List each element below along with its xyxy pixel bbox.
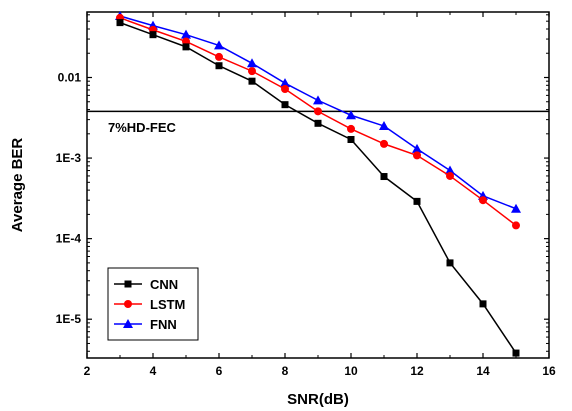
- x-tick-label: 4: [150, 364, 157, 378]
- data-point-cnn: [182, 43, 190, 51]
- x-tick-label: 8: [282, 364, 289, 378]
- data-point-lstm: [413, 151, 421, 160]
- x-tick-label: 16: [542, 364, 556, 378]
- data-point-fnn: [511, 203, 521, 213]
- y-tick-label: 1E-4: [56, 232, 82, 246]
- data-point-fnn: [181, 29, 191, 39]
- data-point-cnn: [413, 197, 421, 205]
- data-point-cnn: [347, 135, 355, 143]
- data-point-lstm: [446, 171, 454, 180]
- data-point-cnn: [479, 300, 487, 308]
- data-point-fnn: [379, 121, 389, 131]
- data-point-fnn: [346, 110, 356, 120]
- data-point-lstm: [347, 124, 355, 133]
- data-point-lstm: [248, 67, 256, 76]
- threshold-label: 7%HD-FEC: [108, 120, 177, 135]
- ticks-layer: 2 4 6 8 10 12 14 16 1E-5 1E-4 1E-3 0.01: [56, 12, 556, 378]
- data-point-fnn: [313, 95, 323, 105]
- x-tick-label: 12: [410, 364, 424, 378]
- legend-label-cnn: CNN: [150, 277, 178, 292]
- legend: CNN LSTM FNN: [107, 267, 199, 341]
- data-point-lstm: [512, 221, 520, 230]
- data-point-lstm: [281, 84, 289, 93]
- data-point-cnn: [314, 119, 322, 127]
- series-layer: [115, 10, 521, 357]
- data-point-cnn: [149, 31, 157, 39]
- y-tick-label: 0.01: [58, 70, 82, 84]
- series-lstm: [116, 13, 520, 230]
- data-point-lstm: [314, 107, 322, 116]
- data-point-cnn: [446, 259, 454, 267]
- data-point-lstm: [380, 139, 388, 148]
- data-point-fnn: [280, 78, 290, 88]
- data-point-fnn: [214, 40, 224, 50]
- legend-label-lstm: LSTM: [150, 297, 185, 312]
- legend-label-fnn: FNN: [150, 317, 177, 332]
- data-point-fnn: [412, 143, 422, 153]
- data-point-fnn: [445, 165, 455, 175]
- legend-marker-cnn: [124, 280, 132, 288]
- data-point-fnn: [247, 58, 257, 68]
- data-point-cnn: [512, 349, 520, 357]
- data-point-cnn: [215, 62, 223, 70]
- x-tick-label: 10: [344, 364, 358, 378]
- data-point-lstm: [479, 196, 487, 205]
- x-tick-label: 14: [476, 364, 490, 378]
- x-tick-label: 6: [216, 364, 223, 378]
- data-point-cnn: [281, 101, 289, 109]
- legend-marker-fnn: [123, 319, 133, 328]
- y-tick-label: 1E-3: [56, 151, 82, 165]
- x-tick-label: 2: [84, 364, 91, 378]
- data-point-cnn: [248, 77, 256, 85]
- y-axis-title: Average BER: [9, 138, 26, 233]
- legend-marker-lstm: [124, 300, 132, 308]
- x-axis-title: SNR(dB): [287, 391, 349, 408]
- data-point-lstm: [215, 52, 223, 61]
- y-tick-label: 1E-5: [56, 312, 82, 326]
- data-point-cnn: [116, 19, 124, 27]
- data-point-cnn: [380, 173, 388, 181]
- series-cnn: [116, 19, 520, 357]
